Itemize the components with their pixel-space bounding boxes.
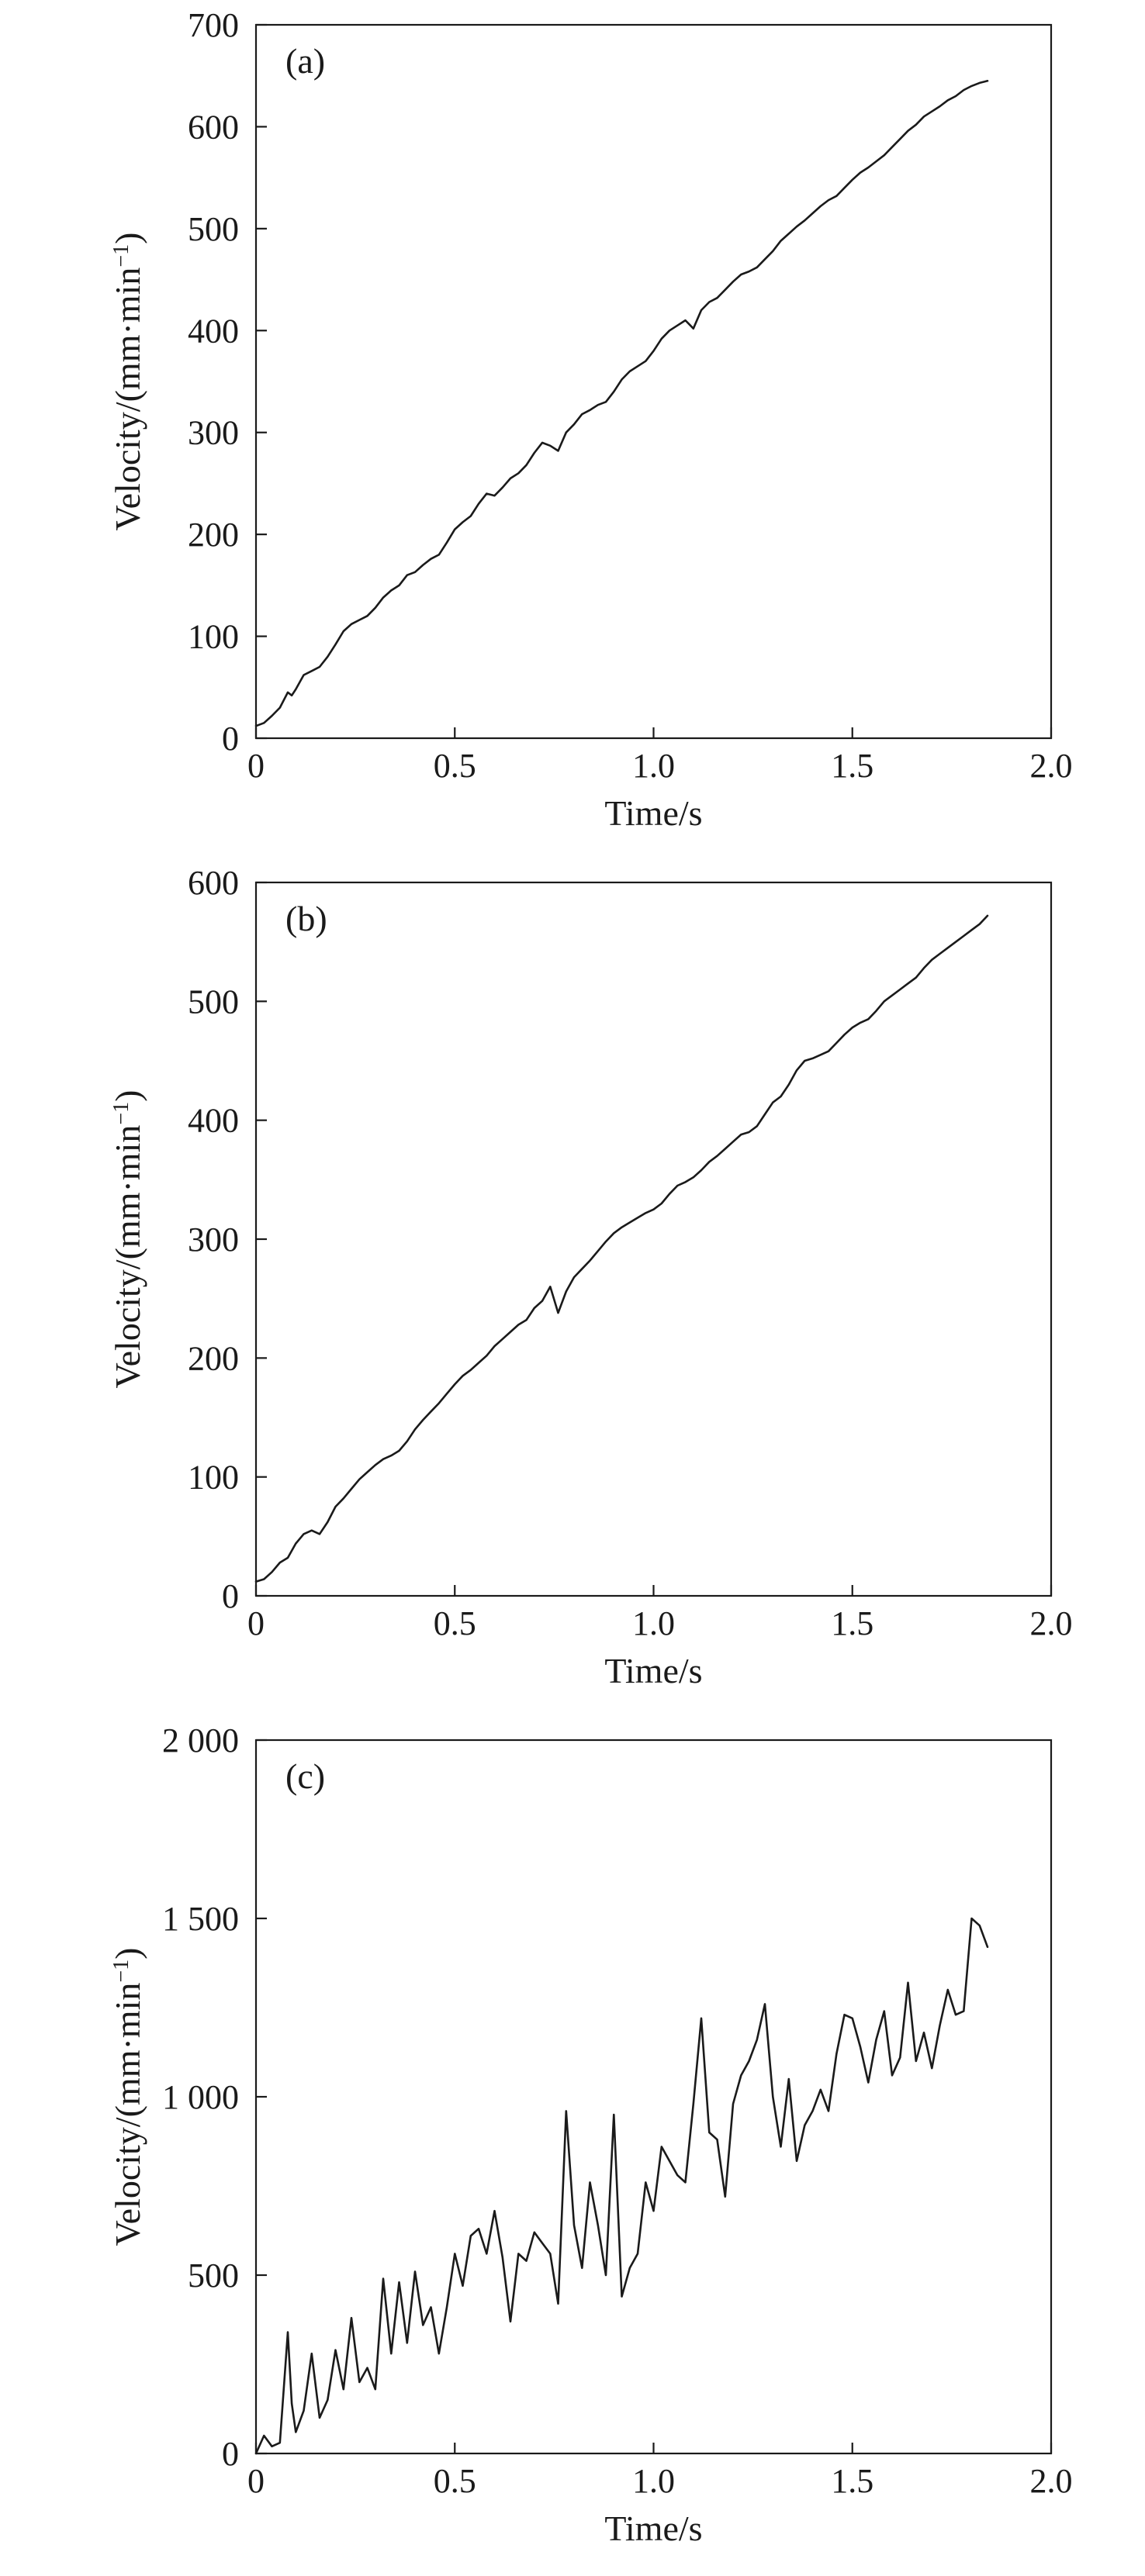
chart-3-y-axis-label: Velocity/(mm·min−1)	[108, 1948, 147, 2246]
chart-3-y-tick-label: 1 000	[162, 2078, 239, 2116]
chart-1-panel: 0 0.5 1.0 1.5 2.0 0 100 200 300 400 500 600 700 Time/…	[108, 6, 1073, 833]
chart-3-plot-frame	[254, 1739, 1053, 2455]
chart-2-y-tick-label: 300	[188, 1221, 239, 1259]
chart-3-y-tick-label: 2 000	[162, 1721, 239, 1759]
chart-3-y-tick-label: 0	[222, 2435, 239, 2473]
chart-1-y-tick-label: 500	[188, 210, 239, 248]
chart-1-x-tick-label: 1.5	[831, 747, 873, 785]
chart-3-x-axis-label: Time/s	[604, 2509, 702, 2548]
chart-1-panel-label: (a)	[285, 41, 325, 81]
chart-2-x-tick-label: 1.0	[632, 1604, 675, 1642]
chart-1-y-tick-label: 600	[188, 108, 239, 146]
chart-2-y-tick-label: 400	[188, 1102, 239, 1140]
chart-1-y-tick-label: 0	[222, 720, 239, 758]
chart-3-y-tick-label: 1 500	[162, 1900, 239, 1938]
chart-1-x-tick-label: 1.0	[632, 747, 675, 785]
chart-1-plot-frame	[254, 23, 1053, 740]
chart-1-x-tick-label: 2.0	[1030, 747, 1073, 785]
chart-1-y-tick-label: 300	[188, 414, 239, 452]
chart-1-y-tick-label: 400	[188, 312, 239, 350]
chart-2-x-tick-label: 1.5	[831, 1604, 873, 1642]
chart-2-y-axis-label: Velocity/(mm·min−1)	[108, 1090, 147, 1389]
chart-3-x-tick-label: 2.0	[1030, 2462, 1073, 2500]
chart-2-x-tick-label: 2.0	[1030, 1604, 1073, 1642]
chart-2-panel-label: (b)	[285, 899, 327, 938]
chart-3-panel-label: (c)	[285, 1756, 325, 1796]
chart-1-x-axis-label: Time/s	[604, 793, 702, 833]
chart-1-series-line-1	[254, 80, 989, 727]
chart-1-x-tick-label: 0.5	[434, 747, 476, 785]
chart-1-y-tick-label: 200	[188, 516, 239, 554]
chart-1-x-tick-label: 0	[247, 747, 265, 785]
chart-2-panel: 0 0.5 1.0 1.5 2.0 0 100 200 300 400 500 600 Time/s Ve…	[108, 864, 1073, 1690]
chart-3-panel: 0 0.5 1.0 1.5 2.0 0 500 1 000 1 500 2 000 Time/s Ve…	[108, 1721, 1073, 2548]
chart-3-y-tick-label: 500	[188, 2257, 239, 2295]
chart-3-x-tick-label: 1.5	[831, 2462, 873, 2500]
chart-1-y-tick-label: 700	[188, 6, 239, 44]
chart-2-x-tick-label: 0.5	[434, 1604, 476, 1642]
chart-2-y-tick-label: 500	[188, 982, 239, 1020]
chart-2-y-tick-label: 200	[188, 1339, 239, 1377]
chart-2-y-tick-label: 0	[222, 1577, 239, 1615]
chart-2-series-line-1	[254, 914, 989, 1583]
chart-2-y-tick-label: 100	[188, 1459, 239, 1497]
chart-2-x-tick-label: 0	[247, 1604, 265, 1642]
chart-1-y-axis-label: Velocity/(mm·min−1)	[108, 233, 147, 531]
chart-2-plot-frame	[254, 881, 1053, 1597]
chart-2-y-tick-label: 600	[188, 864, 239, 902]
chart-3-x-tick-label: 0	[247, 2462, 265, 2500]
chart-1-y-tick-label: 100	[188, 618, 239, 656]
chart-2-x-axis-label: Time/s	[604, 1651, 702, 1690]
chart-3-series-line-1	[254, 1917, 989, 2455]
chart-3-x-tick-label: 0.5	[434, 2462, 476, 2500]
chart-3-x-tick-label: 1.0	[632, 2462, 675, 2500]
